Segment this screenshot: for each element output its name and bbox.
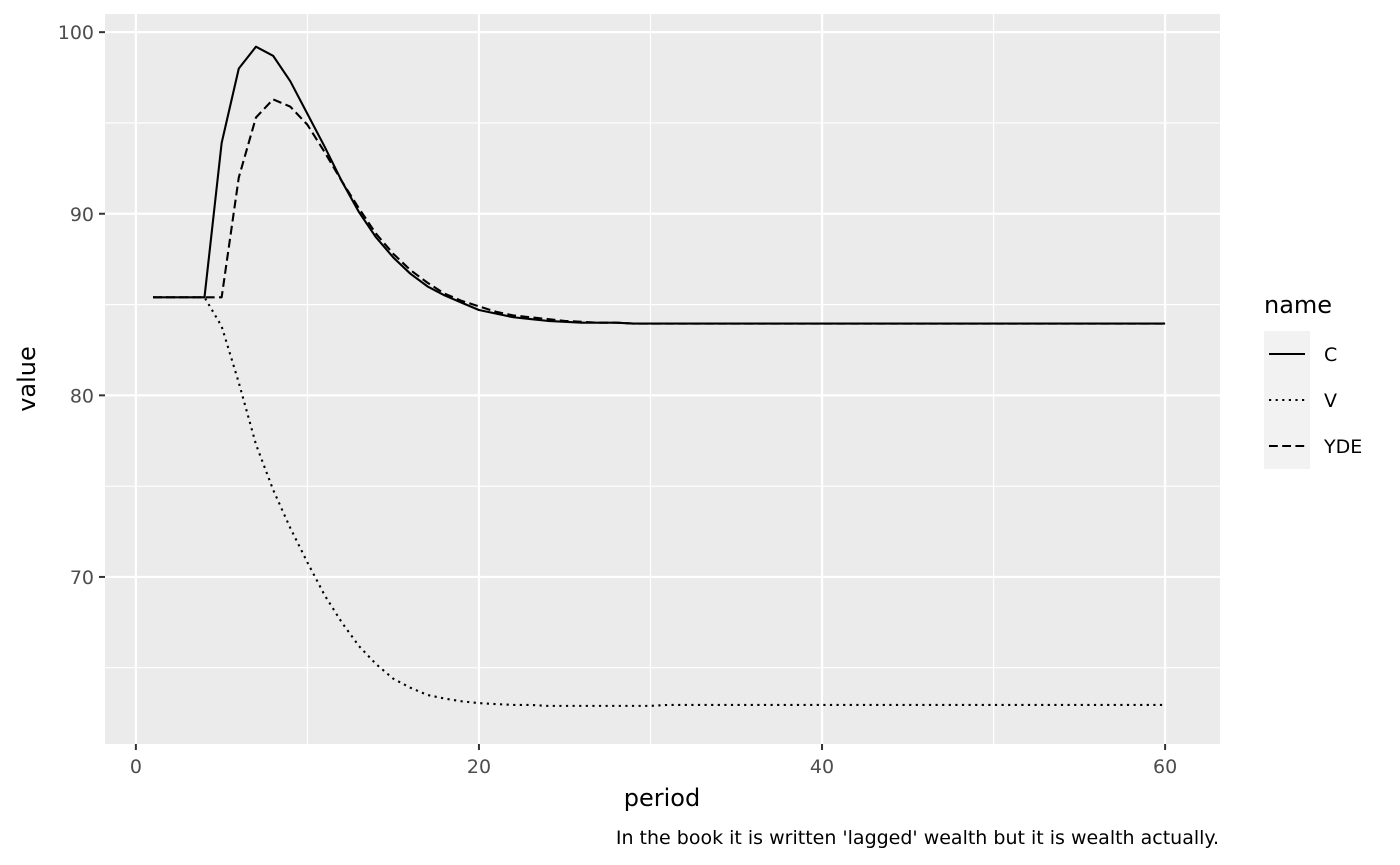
y-tick-label: 100: [58, 22, 94, 44]
y-axis: 70 80 90 100: [58, 22, 105, 589]
y-axis-title: value: [13, 346, 41, 412]
series-layer: [153, 45, 1166, 707]
grid-major: [105, 14, 1220, 744]
plot-panel: [105, 14, 1220, 744]
chart-caption: In the book it is written 'lagged' wealt…: [616, 827, 1219, 849]
legend-label-c: C: [1324, 344, 1337, 366]
grid-minor: [105, 14, 1220, 744]
legend-items: C V YDE: [1264, 331, 1362, 469]
legend-label-v: V: [1324, 390, 1337, 412]
series-line-yde: [153, 98, 1166, 325]
y-tick-label: 80: [70, 385, 94, 407]
legend: name C V YDE: [1264, 291, 1362, 469]
x-tick-label: 60: [1153, 756, 1177, 778]
x-axis: 0 20 40 60: [130, 744, 1177, 778]
legend-label-yde: YDE: [1323, 436, 1362, 458]
x-tick-label: 40: [810, 756, 834, 778]
y-tick-label: 70: [70, 567, 94, 589]
series-line-v: [153, 296, 1166, 707]
x-tick-label: 0: [130, 756, 142, 778]
x-axis-title: period: [624, 784, 700, 812]
x-tick-label: 20: [467, 756, 491, 778]
y-tick-label: 90: [70, 204, 94, 226]
legend-title: name: [1264, 291, 1332, 319]
